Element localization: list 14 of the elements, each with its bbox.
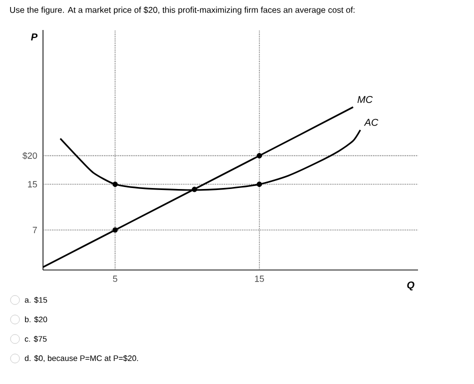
y-tick-label: 15 [28,181,37,188]
y-axis-title: P [31,34,38,40]
chart-title: Use the figure. At a market price of $20, this profit-maximizing firm faces an average cost of: [10,6,354,15]
x-axis-title: Q [407,282,414,290]
series-label: AC [364,118,378,126]
series-label: MC [358,96,373,104]
y-tick-label: 7 [32,226,37,234]
point [256,153,262,158]
x-tick-label: 5 [112,276,118,282]
point [192,186,198,192]
point [256,182,262,187]
y-tick-label: $20 [22,152,38,160]
point [112,182,118,187]
point [112,227,118,233]
